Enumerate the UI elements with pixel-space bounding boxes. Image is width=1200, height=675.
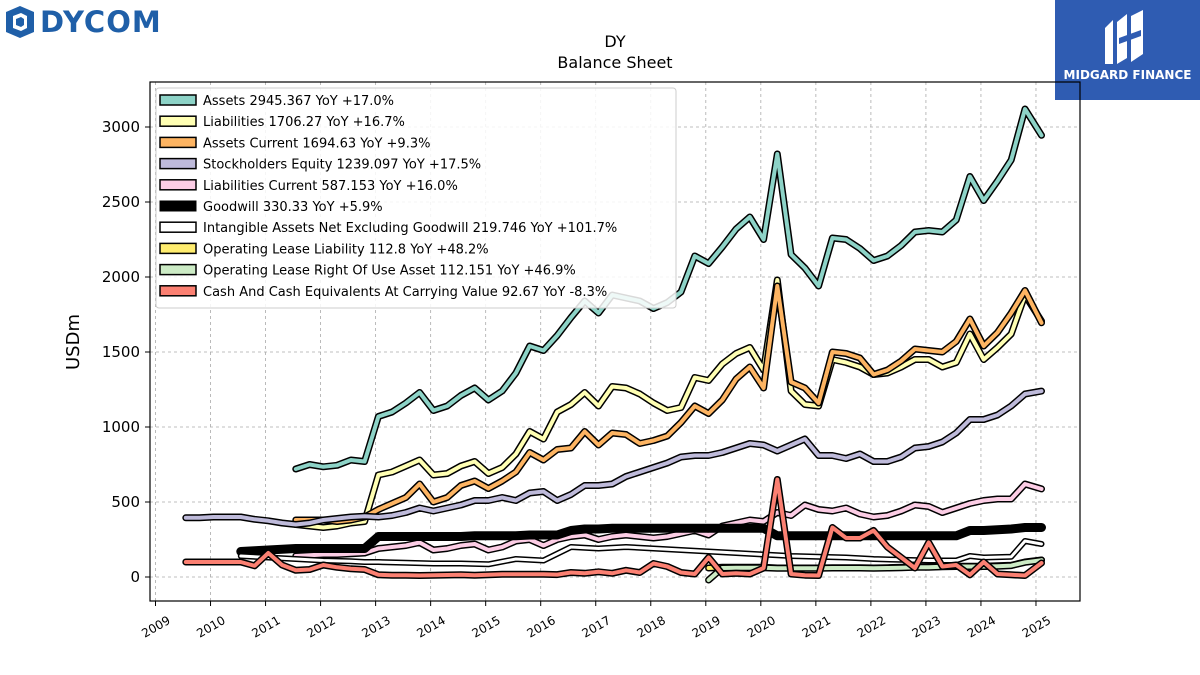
x-tick-label: 2022 — [855, 613, 888, 640]
midgard-logo-text: MIDGARD FINANCE — [1063, 68, 1192, 82]
x-tick-label: 2014 — [414, 613, 447, 640]
y-tick-label: 3000 — [102, 118, 140, 136]
x-tick-label: 2020 — [745, 613, 778, 640]
legend-label: Operating Lease Right Of Use Asset 112.1… — [203, 264, 576, 279]
x-tick-label: 2010 — [194, 613, 227, 640]
x-tick-label: 2012 — [304, 613, 337, 640]
legend-label: Goodwill 330.33 YoY +5.9% — [203, 200, 383, 215]
y-tick-label: 0 — [130, 568, 140, 586]
y-tick-label: 1500 — [102, 343, 140, 361]
chart-title: DY — [604, 32, 626, 51]
plot-frame — [149, 81, 1081, 602]
legend-label: Intangible Assets Net Excluding Goodwill… — [203, 221, 617, 236]
legend-swatch — [159, 94, 197, 106]
legend-label: Stockholders Equity 1239.097 YoY +17.5% — [203, 158, 481, 173]
legend-label: Operating Lease Liability 112.8 YoY +48.… — [203, 242, 489, 257]
legend-swatch — [159, 242, 197, 255]
series-line-stockholders-equity — [183, 389, 1044, 527]
midgard-logo-icon — [1105, 10, 1143, 64]
legend-label: Assets Current 1694.63 YoY +9.3% — [203, 136, 430, 151]
chart-subtitle: Balance Sheet — [557, 53, 673, 72]
y-tick-label: 2000 — [102, 268, 140, 286]
x-tick-label: 2021 — [800, 613, 833, 640]
midgard-finance-logo: MIDGARD FINANCE — [1055, 0, 1200, 100]
x-tick-label: 2023 — [910, 613, 943, 640]
legend-swatch — [159, 179, 197, 191]
dycom-logo-icon — [6, 6, 34, 38]
legend-label: Cash And Cash Equivalents At Carrying Va… — [203, 285, 607, 300]
legend-swatch — [159, 221, 197, 233]
dycom-logo: DYCOM — [4, 4, 204, 40]
y-axis-label: USDm — [63, 314, 84, 370]
x-tick-label: 2011 — [249, 613, 282, 640]
legend-swatch — [159, 200, 197, 212]
legend-swatch — [159, 157, 197, 170]
legend-label: Assets 2945.367 YoY +17.0% — [203, 94, 394, 109]
series-line-cash-and-cash-equivalents-at-carrying-value — [183, 477, 1044, 578]
legend-swatch — [159, 136, 197, 149]
x-tick-label: 2019 — [690, 613, 723, 640]
legend-swatch — [159, 115, 197, 127]
x-tick-label: 2025 — [1020, 613, 1053, 640]
legend-label: Liabilities 1706.27 YoY +16.7% — [203, 115, 405, 130]
x-tick-label: 2018 — [635, 613, 668, 640]
x-tick-label: 2016 — [524, 613, 557, 640]
y-tick-label: 2500 — [102, 193, 140, 211]
x-tick-label: 2013 — [359, 613, 392, 640]
legend-box — [155, 87, 677, 309]
x-tick-label: 2015 — [469, 613, 502, 640]
y-tick-label: 500 — [111, 493, 140, 511]
legend: Assets 2945.367 YoY +17.0% Liabilities 17… — [155, 87, 677, 309]
y-axis: 0 500 1000 1500 2000 2500 3000 — [102, 118, 150, 586]
series-line-liabilities — [293, 278, 1044, 530]
series-layer — [182, 105, 1046, 584]
x-tick-label: 2009 — [139, 613, 172, 640]
dycom-logo-text: DYCOM — [40, 5, 162, 39]
legend-swatch — [159, 263, 197, 276]
series-line-assets-current — [293, 284, 1044, 524]
legend-label: Liabilities Current 587.153 YoY +16.0% — [203, 179, 458, 194]
legend-swatch — [159, 285, 197, 297]
series-line-intangible-assets-net-excluding-goodwill — [239, 539, 1043, 566]
y-tick-label: 1000 — [102, 418, 140, 436]
x-axis: 2009 2010 2011 2012 2013 2014 2015 2016 2017 2018… — [139, 601, 1053, 641]
x-tick-label: 2017 — [580, 613, 613, 640]
series-line-liabilities-current — [293, 482, 1044, 558]
x-tick-label: 2024 — [965, 613, 998, 640]
series-line-goodwill — [236, 523, 1046, 556]
